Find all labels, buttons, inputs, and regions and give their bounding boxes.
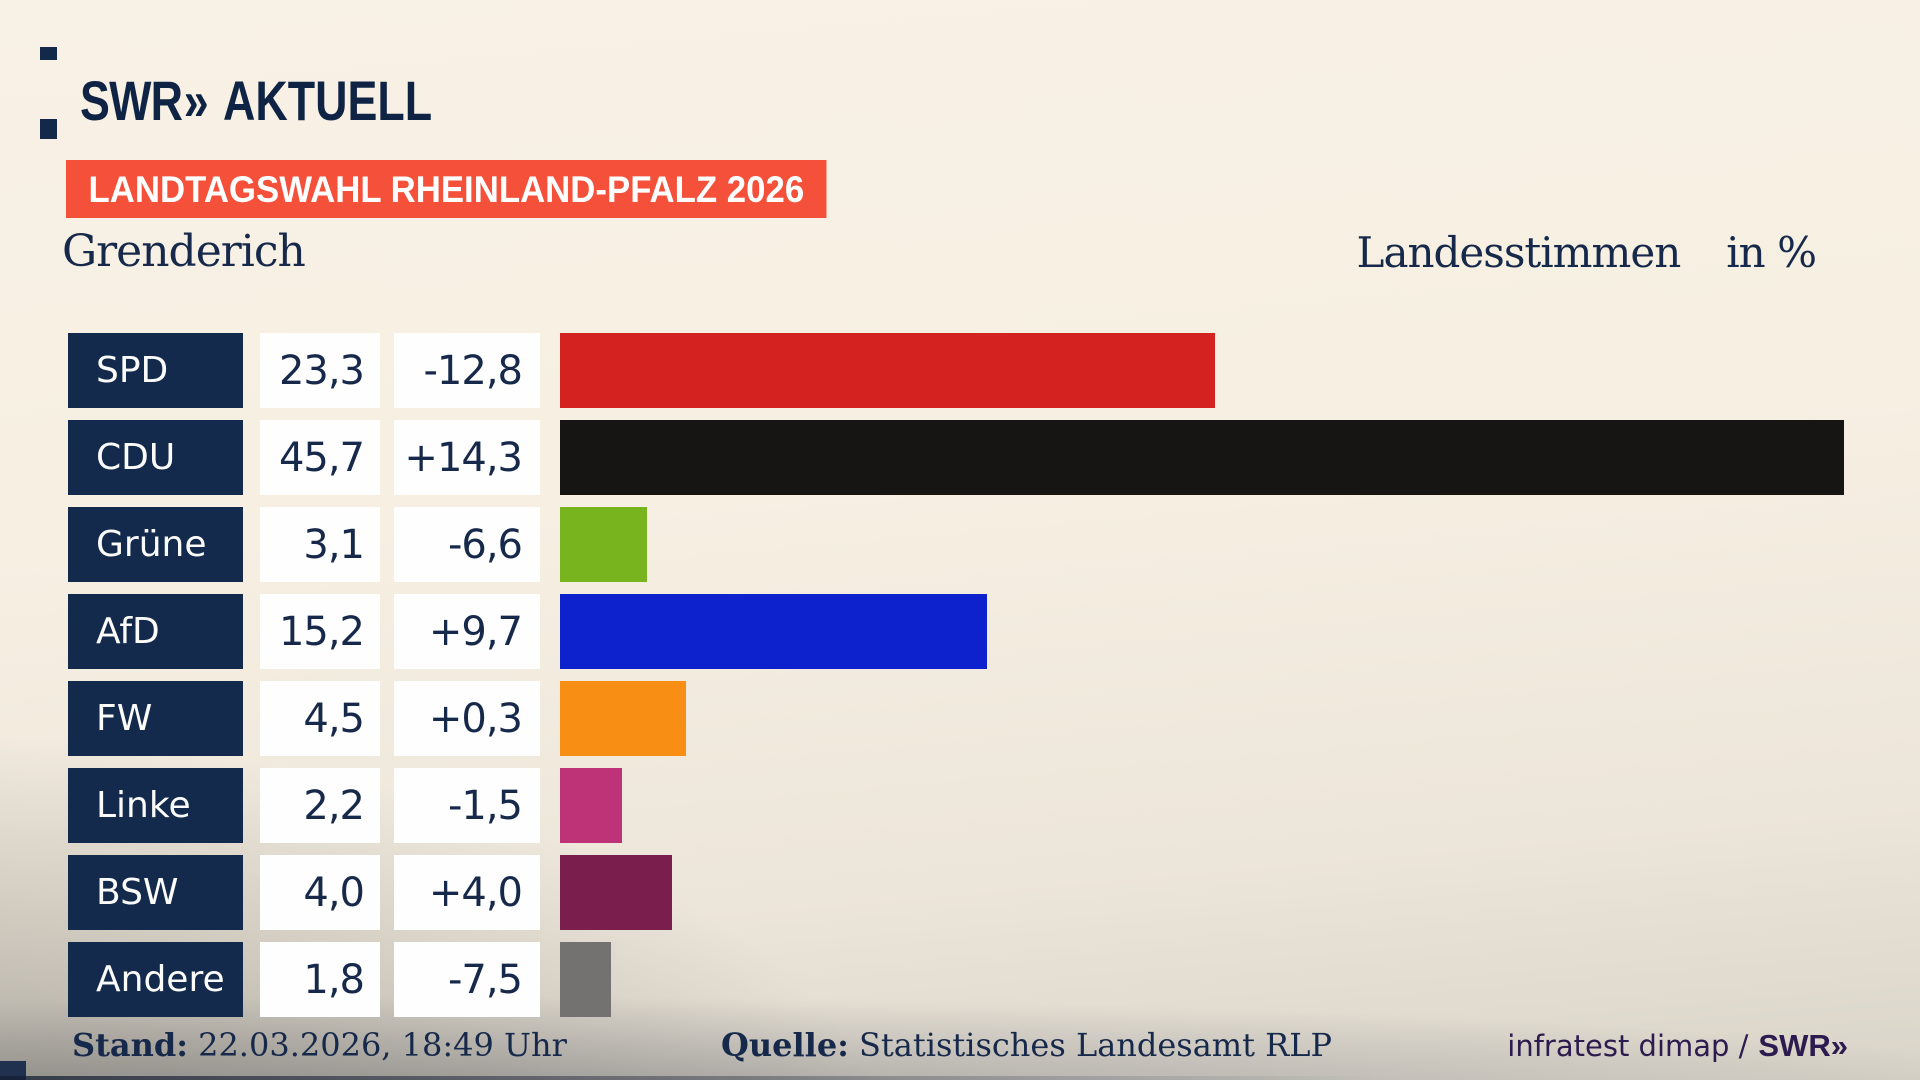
party-row: Andere 1,8 -7,5 bbox=[68, 942, 1868, 1017]
party-value-box: 4,0 bbox=[260, 855, 380, 930]
party-row: Linke 2,2 -1,5 bbox=[68, 768, 1868, 843]
vote-type-label: Landesstimmen bbox=[1356, 228, 1682, 277]
party-value-box: 23,3 bbox=[260, 333, 380, 408]
party-value: 4,5 bbox=[303, 696, 365, 742]
party-bar bbox=[560, 594, 987, 669]
party-change-box: +9,7 bbox=[394, 594, 540, 669]
party-label-box: AfD bbox=[68, 594, 243, 669]
credit-chevrons-icon: » bbox=[1830, 1028, 1848, 1063]
municipality-title: Grenderich bbox=[62, 226, 306, 277]
party-change-box: +0,3 bbox=[394, 681, 540, 756]
party-change: -1,5 bbox=[447, 783, 523, 829]
party-label-box: BSW bbox=[68, 855, 243, 930]
party-label: Grüne bbox=[96, 524, 207, 565]
party-bar bbox=[560, 681, 686, 756]
party-value: 4,0 bbox=[303, 870, 365, 916]
party-row: FW 4,5 +0,3 bbox=[68, 681, 1868, 756]
party-change-box: -1,5 bbox=[394, 768, 540, 843]
party-row: Grüne 3,1 -6,6 bbox=[68, 507, 1868, 582]
party-change: +14,3 bbox=[404, 435, 523, 481]
party-label: Linke bbox=[96, 785, 191, 826]
party-bar bbox=[560, 333, 1215, 408]
party-change: +9,7 bbox=[428, 609, 523, 655]
party-row: AfD 15,2 +9,7 bbox=[68, 594, 1868, 669]
footer-credit: infratest dimap / SWR» bbox=[1507, 1028, 1848, 1064]
party-value-box: 3,1 bbox=[260, 507, 380, 582]
party-row: BSW 4,0 +4,0 bbox=[68, 855, 1868, 930]
party-change-box: -12,8 bbox=[394, 333, 540, 408]
bottom-edge-line bbox=[0, 1076, 1920, 1080]
party-value-box: 15,2 bbox=[260, 594, 380, 669]
quelle-label: Quelle: bbox=[721, 1026, 849, 1064]
party-bar bbox=[560, 855, 672, 930]
party-label: SPD bbox=[96, 350, 169, 391]
logo-swr-text: SWR bbox=[80, 69, 183, 132]
quelle-value: Statistisches Landesamt RLP bbox=[858, 1026, 1333, 1064]
party-label-box: CDU bbox=[68, 420, 243, 495]
party-bar bbox=[560, 420, 1844, 495]
logo-aktuell-text: AKTUELL bbox=[223, 69, 433, 132]
party-change: -7,5 bbox=[447, 957, 523, 1003]
party-label-box: Andere bbox=[68, 942, 243, 1017]
party-value: 1,8 bbox=[303, 957, 365, 1003]
party-label: CDU bbox=[96, 437, 176, 478]
party-value: 2,2 bbox=[303, 783, 365, 829]
party-label: FW bbox=[96, 698, 153, 739]
party-row: CDU 45,7 +14,3 bbox=[68, 420, 1868, 495]
footer-quelle: Quelle: Statistisches Landesamt RLP bbox=[721, 1026, 1332, 1064]
party-value: 45,7 bbox=[278, 435, 365, 481]
party-change: -6,6 bbox=[447, 522, 523, 568]
party-label-box: Linke bbox=[68, 768, 243, 843]
swr-aktuell-logo: SWR» AKTUELL bbox=[80, 68, 432, 133]
party-change: -12,8 bbox=[423, 348, 523, 394]
unit-label: in % bbox=[1726, 228, 1817, 277]
party-row: SPD 23,3 -12,8 bbox=[68, 333, 1868, 408]
footer: Stand: 22.03.2026, 18:49 Uhr Quelle: Stati… bbox=[0, 1026, 1920, 1070]
party-change: +4,0 bbox=[428, 870, 523, 916]
party-change-box: +14,3 bbox=[394, 420, 540, 495]
party-bar bbox=[560, 942, 611, 1017]
stand-value: 22.03.2026, 18:49 Uhr bbox=[198, 1026, 567, 1064]
party-label-box: Grüne bbox=[68, 507, 243, 582]
party-value-box: 1,8 bbox=[260, 942, 380, 1017]
bottom-left-corner-mark bbox=[0, 1061, 26, 1080]
vote-type-header: Landesstimmen in % bbox=[1356, 228, 1817, 277]
party-change-box: -6,6 bbox=[394, 507, 540, 582]
left-edge-mark-top bbox=[40, 47, 57, 60]
logo-chevrons-icon: » bbox=[183, 69, 209, 132]
party-change-box: +4,0 bbox=[394, 855, 540, 930]
party-label: AfD bbox=[96, 611, 160, 652]
party-bar bbox=[560, 507, 647, 582]
party-value: 3,1 bbox=[303, 522, 365, 568]
results-chart: SPD 23,3 -12,8 CDU 45,7 +14,3 Grüne 3,1 … bbox=[68, 333, 1868, 1017]
stand-label: Stand: bbox=[72, 1026, 189, 1064]
party-value-box: 45,7 bbox=[260, 420, 380, 495]
party-value-box: 4,5 bbox=[260, 681, 380, 756]
credit-swr-logo: SWR bbox=[1758, 1028, 1831, 1063]
party-change: +0,3 bbox=[428, 696, 523, 742]
credit-text: infratest dimap / bbox=[1507, 1029, 1749, 1063]
party-label: BSW bbox=[96, 872, 179, 913]
party-value-box: 2,2 bbox=[260, 768, 380, 843]
party-value: 15,2 bbox=[278, 609, 365, 655]
party-label-box: FW bbox=[68, 681, 243, 756]
party-label-box: SPD bbox=[68, 333, 243, 408]
party-label: Andere bbox=[96, 959, 225, 1000]
footer-stand: Stand: 22.03.2026, 18:49 Uhr bbox=[72, 1026, 567, 1064]
left-edge-mark-bottom bbox=[40, 119, 57, 139]
party-value: 23,3 bbox=[278, 348, 365, 394]
election-badge: LANDTAGSWAHL RHEINLAND-PFALZ 2026 bbox=[66, 160, 827, 218]
party-bar bbox=[560, 768, 622, 843]
party-change-box: -7,5 bbox=[394, 942, 540, 1017]
